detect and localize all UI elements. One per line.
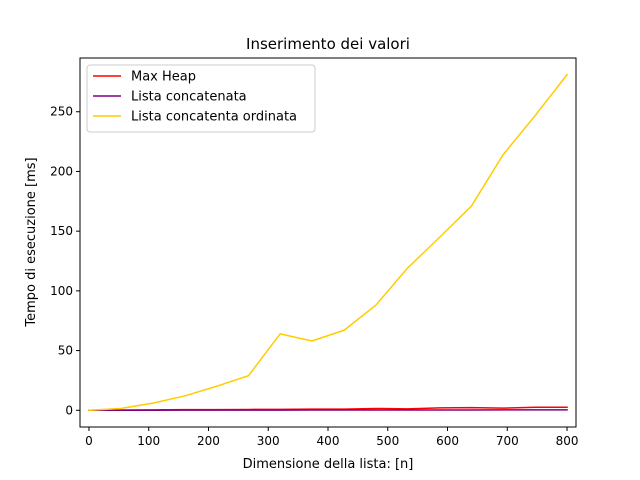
x-tick-label: 600 (436, 434, 459, 448)
legend-box (86, 64, 316, 133)
y-axis-ticks: 0 50 100 150 200 250 (50, 105, 80, 417)
legend-label-3: Lista concatenta ordinata (131, 110, 297, 125)
x-axis-label: Dimensione della lista: [n] (243, 457, 414, 472)
x-tick-label: 300 (257, 434, 280, 448)
y-tick-label: 250 (50, 105, 73, 119)
x-tick-label: 0 (85, 434, 93, 448)
x-tick-label: 500 (376, 434, 399, 448)
legend: Max Heap Lista concatenata Lista concatent… (86, 64, 316, 133)
x-tick-label: 700 (496, 434, 519, 448)
x-tick-label: 200 (197, 434, 220, 448)
legend-label-1: Max Heap (131, 70, 196, 85)
plot-lines (88, 73, 569, 412)
series-line-3 (88, 73, 569, 412)
y-tick-label: 200 (50, 164, 73, 178)
x-axis-ticks: 0 100 200 300 400 500 600 700 800 (85, 427, 578, 448)
y-tick-label: 0 (65, 403, 73, 417)
legend-label-2: Lista concatenata (131, 90, 247, 105)
y-tick-label: 150 (50, 224, 73, 238)
x-tick-label: 100 (137, 434, 160, 448)
y-tick-label: 100 (50, 284, 73, 298)
legend-entries: Max Heap Lista concatenata Lista concatent… (93, 70, 297, 125)
y-tick-label: 50 (58, 344, 73, 358)
chart-title: Inserimento dei valori (246, 35, 410, 53)
y-axis-label: Tempo di esecuzione [ms] (24, 157, 39, 327)
x-tick-label: 800 (556, 434, 579, 448)
x-tick-label: 400 (317, 434, 340, 448)
